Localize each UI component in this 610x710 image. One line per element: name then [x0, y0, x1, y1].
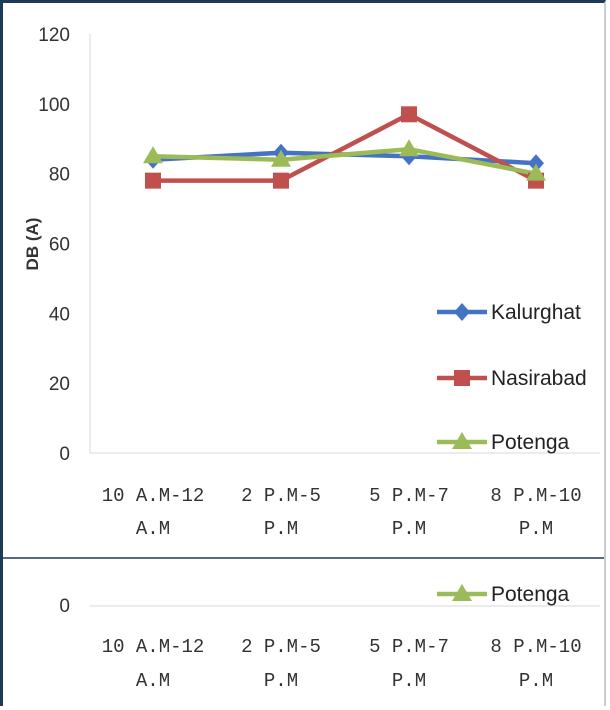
x-tick-label: 8 P.M-10	[490, 636, 581, 658]
x-tick-label: P.M	[264, 518, 298, 540]
x-tick-label: 10 A.M-12	[102, 485, 205, 507]
data-point-nasirabad	[273, 172, 289, 189]
x-tick-label: P.M	[264, 670, 298, 692]
x-tick-label: 5 P.M-7	[369, 485, 449, 507]
y-tick-label: 100	[38, 95, 70, 116]
y-tick-label: 60	[49, 235, 70, 256]
series-line-potenga	[152, 146, 537, 176]
x-tick-label: P.M	[392, 670, 426, 692]
x-tick-label: A.M	[136, 670, 170, 692]
x-tick-label: P.M	[519, 518, 553, 540]
y-tick-label: 20	[49, 374, 70, 395]
x-tick-label: P.M	[392, 518, 426, 540]
y-tick-label: 120	[38, 25, 70, 46]
legend-marker	[452, 584, 472, 601]
legend-label: Kalurghat	[491, 301, 581, 324]
data-point-nasirabad	[145, 172, 161, 189]
legend-label: Nasirabad	[491, 367, 587, 390]
legend-label: Potenga	[491, 583, 570, 606]
data-point-potenga	[143, 146, 163, 164]
x-tick-label: A.M	[136, 518, 170, 540]
y-tick-label: 40	[49, 304, 70, 325]
legend-marker	[454, 370, 470, 386]
x-tick-label: 2 P.M-5	[241, 485, 321, 507]
data-point-potenga	[399, 139, 419, 157]
series-line-nasirabad	[153, 112, 538, 183]
legend-label: Potenga	[491, 431, 570, 454]
data-point-potenga	[271, 149, 291, 167]
data-point-kalurghat	[528, 154, 544, 173]
x-tick-label: P.M	[519, 670, 553, 692]
x-tick-label: 8 P.M-10	[490, 485, 581, 507]
data-point-potenga	[526, 163, 546, 181]
x-tick-label: 2 P.M-5	[241, 636, 321, 658]
legend-marker	[452, 432, 472, 449]
y-tick-label: 80	[49, 165, 70, 186]
y-axis-label: DB (A)	[23, 218, 42, 271]
y-tick-label: 0	[59, 596, 70, 617]
x-tick-label: 10 A.M-12	[102, 636, 205, 658]
x-tick-label: 5 P.M-7	[369, 636, 449, 658]
y-tick-label: 0	[59, 444, 70, 465]
data-point-nasirabad	[401, 106, 417, 123]
legend-marker	[454, 303, 470, 321]
